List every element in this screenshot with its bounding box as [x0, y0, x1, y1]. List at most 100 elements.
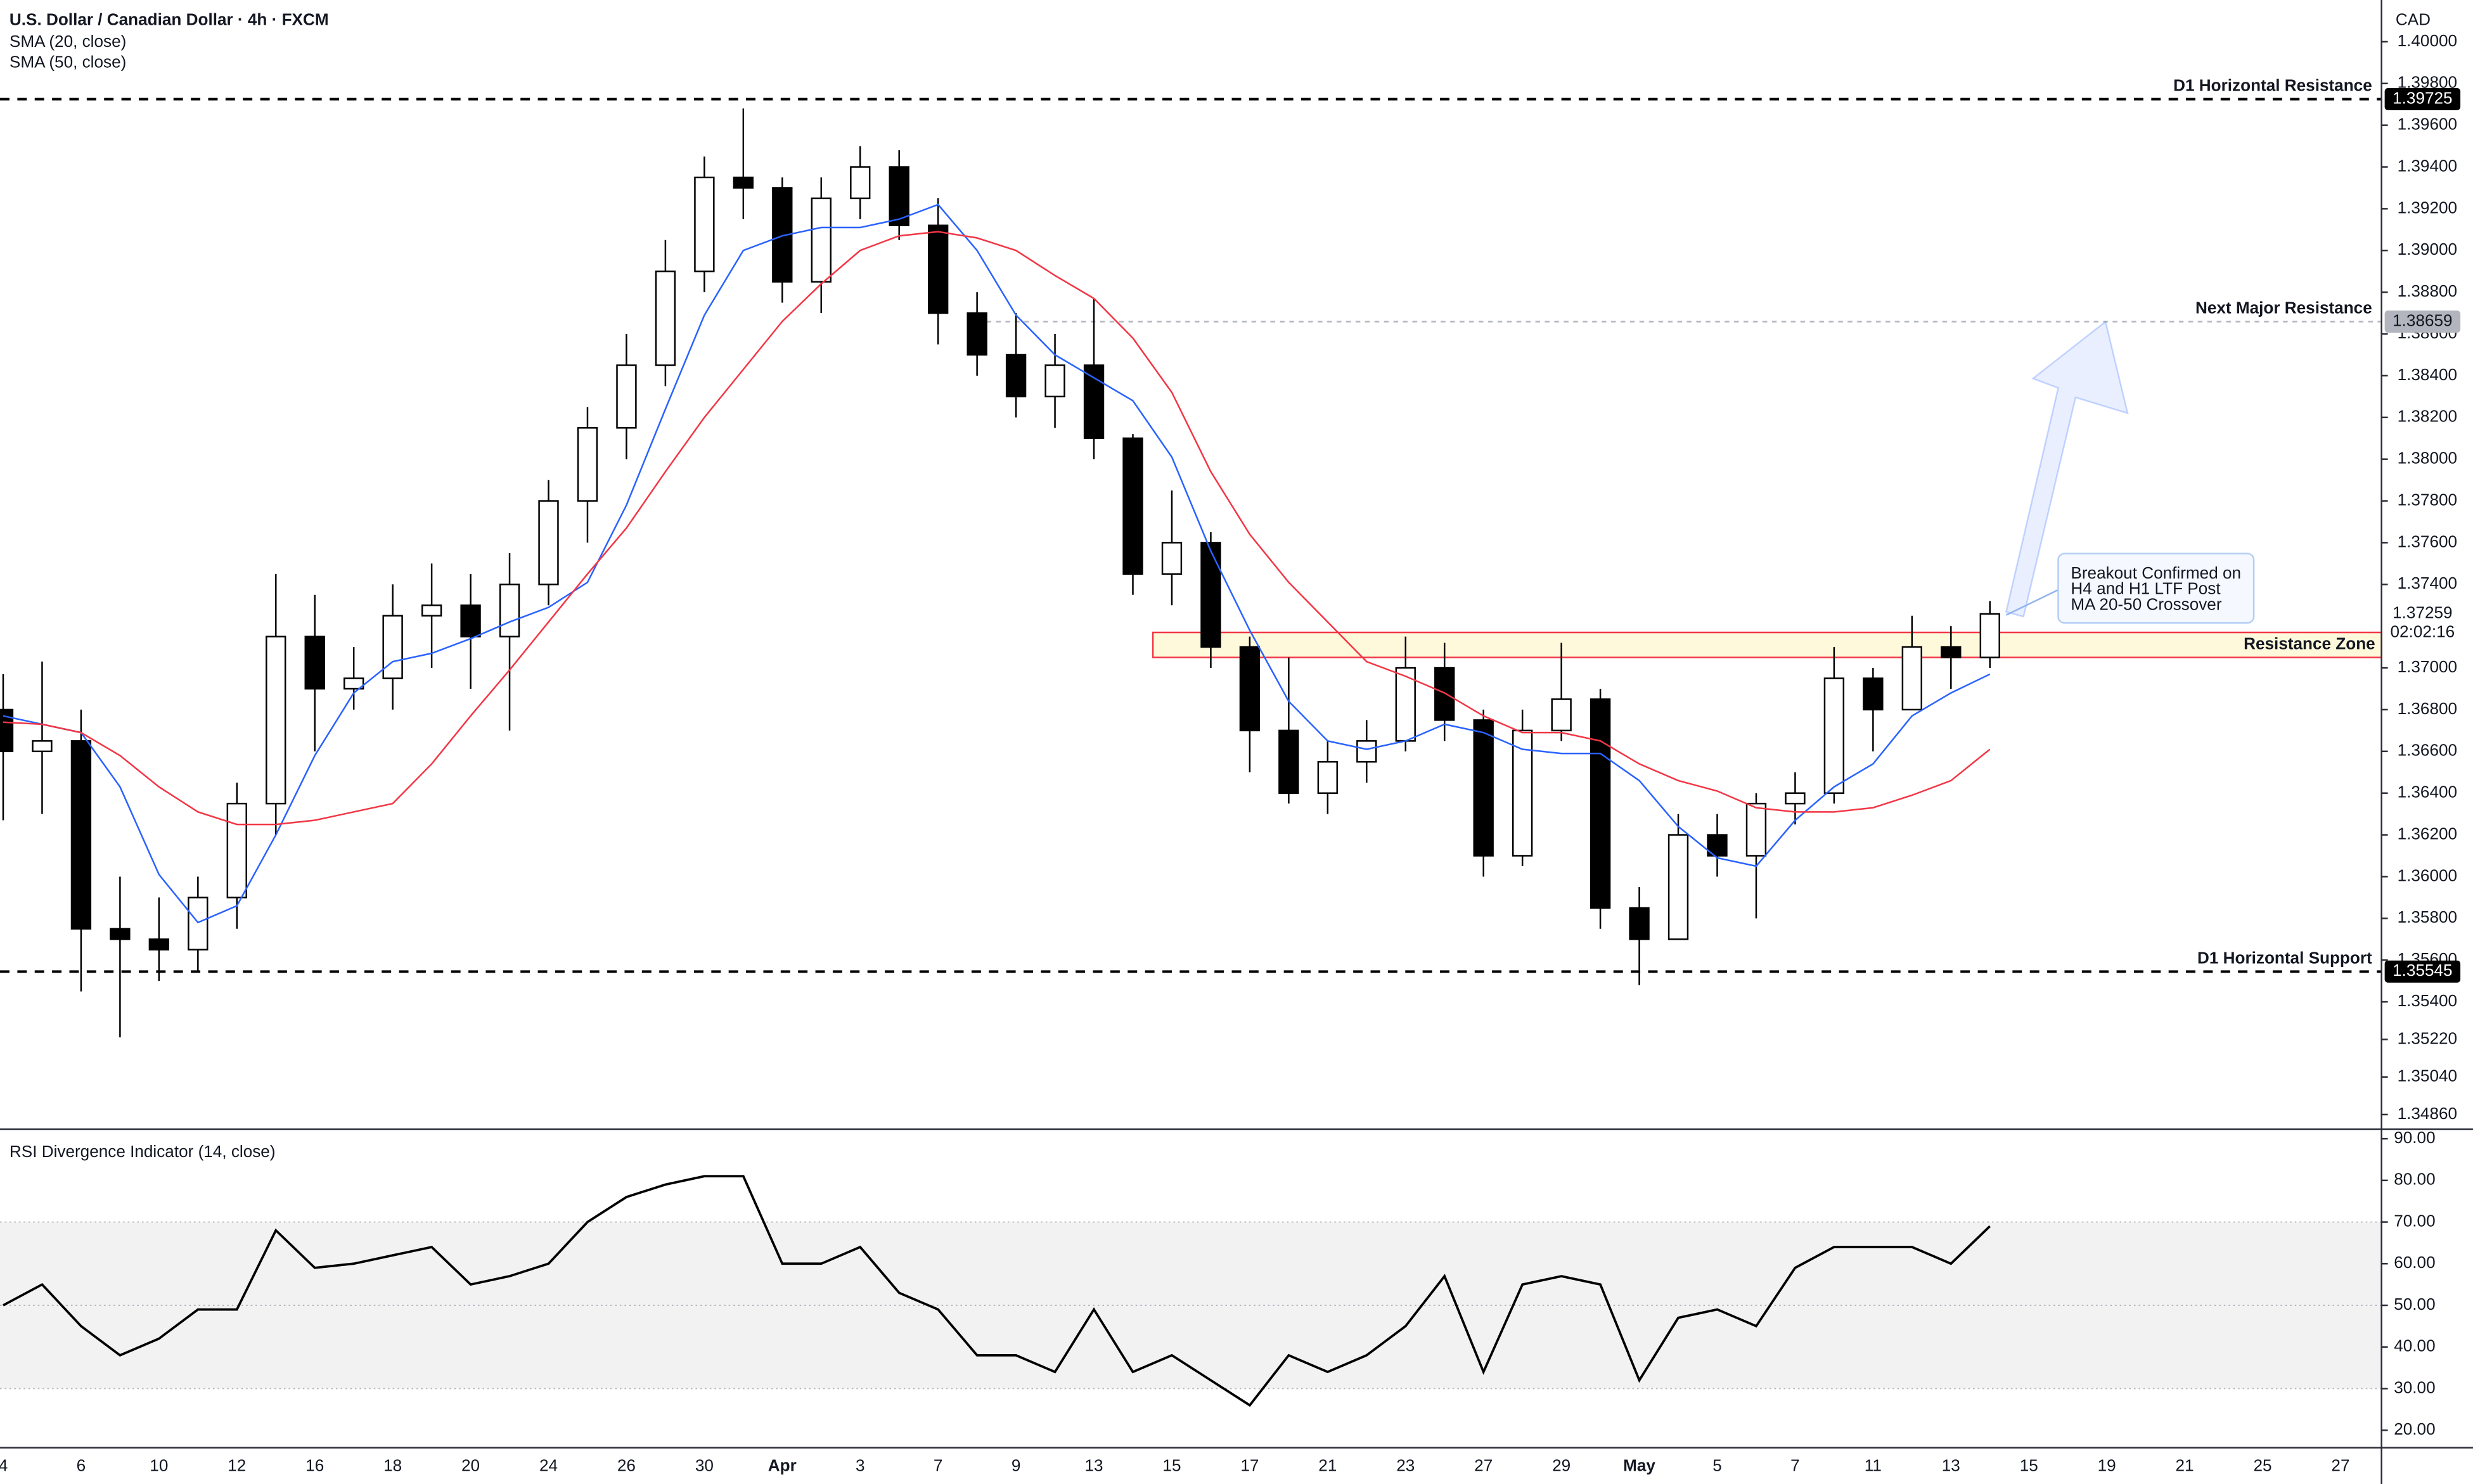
y-tick-label: 60.00 — [2394, 1253, 2435, 1272]
y-tick-label: 70.00 — [2394, 1211, 2435, 1230]
level-price-box — [2384, 88, 2461, 110]
y-tick-label: 1.35220 — [2398, 1028, 2457, 1047]
candle-body — [1317, 761, 1339, 794]
y-tick-label: 1.36400 — [2398, 783, 2457, 802]
level-price-box — [2384, 310, 2461, 333]
y-tick-label: 90.00 — [2394, 1128, 2435, 1147]
y-tick-label: 1.36000 — [2398, 866, 2457, 885]
candle-body — [1278, 729, 1299, 794]
sma-line — [3, 231, 1991, 826]
y-tick-label: 20.00 — [2394, 1419, 2435, 1438]
indicator-title: RSI Divergence Indicator (14, close) — [10, 1142, 276, 1161]
x-tick-label: 29 — [1552, 1456, 1571, 1475]
level-price: 1.35545 — [2393, 961, 2452, 980]
candle-body — [577, 427, 598, 502]
y-tick-label: 1.36800 — [2398, 699, 2457, 718]
candle-body — [1590, 698, 1611, 909]
candle-body — [266, 636, 286, 805]
x-tick-label: 11 — [1865, 1456, 1882, 1475]
x-tick-label: 3 — [856, 1456, 865, 1475]
candle-body — [382, 615, 403, 679]
candle-body — [1200, 542, 1221, 648]
level-price-box — [2384, 960, 2461, 983]
rsi-band — [0, 1222, 2382, 1389]
candle-body — [1551, 698, 1572, 732]
candle-body — [499, 584, 520, 637]
x-tick-label: 23 — [1396, 1456, 1415, 1475]
y-tick-label: 1.38200 — [2398, 407, 2457, 426]
level-label: D1 Horizontal Resistance — [2173, 75, 2372, 94]
x-tick-label: 24 — [539, 1456, 558, 1475]
candle-body — [1823, 677, 1845, 794]
x-tick-label: 7 — [934, 1456, 943, 1475]
x-tick-label: 18 — [383, 1456, 402, 1475]
candle-body — [32, 740, 53, 753]
candle-body — [1005, 354, 1027, 398]
candle-body — [1785, 792, 1806, 805]
y-tick-label: 30.00 — [2394, 1378, 2435, 1397]
candle-body — [148, 938, 170, 950]
candle-body — [967, 312, 987, 356]
x-tick-label: 19 — [2098, 1456, 2116, 1475]
y-tick-label: 1.35040 — [2398, 1066, 2457, 1085]
candle-body — [616, 364, 637, 429]
candle-body — [0, 708, 14, 753]
candle-body — [927, 224, 949, 314]
candle-body — [889, 166, 909, 226]
candle-body — [1122, 437, 1143, 575]
annotation-line: MA 20-50 Crossover — [2071, 595, 2221, 614]
y-tick-label: 1.36200 — [2398, 824, 2457, 843]
candle-body — [1667, 834, 1689, 940]
candle-body — [1979, 613, 2000, 658]
candle-body — [460, 604, 481, 637]
x-tick-label: 26 — [617, 1456, 636, 1475]
y-tick-label: 1.38800 — [2398, 281, 2457, 300]
candle-body — [1161, 542, 1183, 575]
candle-body — [1239, 646, 1261, 732]
y-tick-label: 1.39600 — [2398, 115, 2457, 134]
candle-body — [1044, 364, 1065, 398]
annotation-box — [2057, 553, 2255, 624]
rsi-line — [3, 1175, 1991, 1407]
level-price: 1.38659 — [2393, 310, 2452, 329]
y-tick-label: 40.00 — [2394, 1336, 2435, 1355]
x-tick-label: 6 — [77, 1456, 86, 1475]
candle-body — [1901, 646, 1923, 711]
candle-body — [1434, 667, 1455, 721]
last-price-box — [2384, 603, 2461, 644]
candle-body — [850, 166, 871, 200]
x-tick-label: 9 — [1012, 1456, 1021, 1475]
x-tick-label: 21 — [1318, 1456, 1337, 1475]
x-tick-label: 15 — [2020, 1456, 2038, 1475]
x-tick-label: 21 — [2176, 1456, 2194, 1475]
candle-body — [694, 176, 715, 272]
y-tick-label: 1.35800 — [2398, 907, 2457, 926]
y-tick-label: 50.00 — [2394, 1295, 2435, 1314]
x-tick-label: 15 — [1162, 1456, 1181, 1475]
legend-entry: SMA (50, close) — [10, 52, 126, 71]
candle-body — [110, 928, 131, 940]
level-label: D1 Horizontal Support — [2197, 948, 2372, 967]
sma-line — [3, 203, 1991, 924]
y-tick-label: 1.37800 — [2398, 490, 2457, 509]
zone-label: Resistance Zone — [2244, 634, 2375, 653]
currency-label: CAD — [2396, 10, 2431, 29]
y-tick-label: 1.38000 — [2398, 449, 2457, 468]
resistance-zone — [1152, 631, 2382, 658]
x-tick-label: 4 — [0, 1456, 8, 1475]
y-tick-label: 1.37600 — [2398, 532, 2457, 551]
annotation-line: Breakout Confirmed on — [2071, 563, 2241, 582]
candle-body — [1745, 802, 1767, 857]
x-tick-label: Apr — [768, 1456, 797, 1475]
y-tick-label: 1.39000 — [2398, 240, 2457, 259]
candle-body — [1707, 834, 1728, 857]
y-tick-label: 1.35400 — [2398, 991, 2457, 1010]
x-tick-label: 17 — [1240, 1456, 1259, 1475]
projection-arrow — [2005, 320, 2129, 618]
candle-body — [655, 270, 676, 366]
x-tick-label: 25 — [2254, 1456, 2272, 1475]
layer-back — [0, 98, 2382, 1390]
